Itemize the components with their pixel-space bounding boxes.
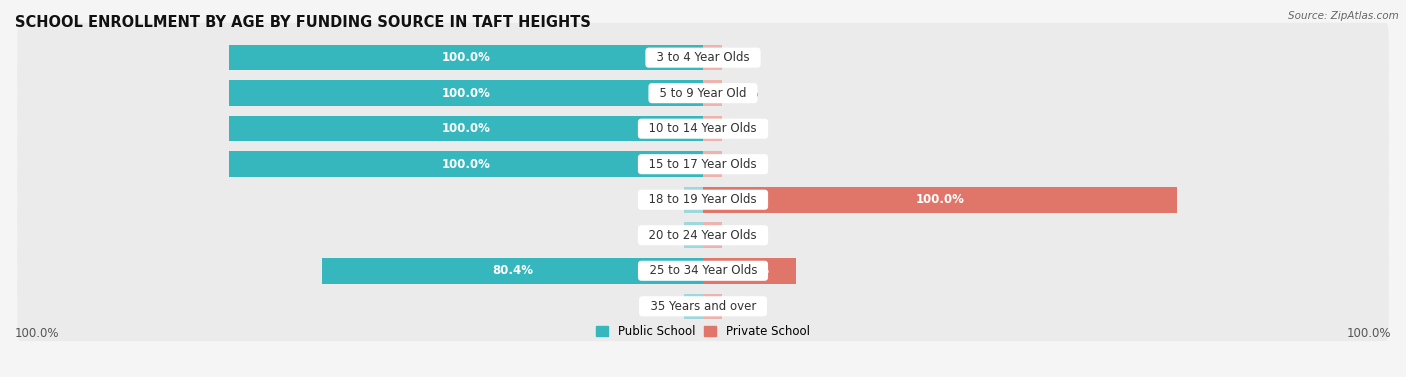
Text: 0.0%: 0.0%: [730, 300, 759, 313]
FancyBboxPatch shape: [17, 129, 1389, 199]
Text: 100.0%: 100.0%: [441, 51, 491, 64]
Text: 0.0%: 0.0%: [647, 229, 676, 242]
Text: 5 to 9 Year Old: 5 to 9 Year Old: [652, 87, 754, 100]
Bar: [685, 187, 703, 213]
Text: 20 to 24 Year Olds: 20 to 24 Year Olds: [641, 229, 765, 242]
Text: 35 Years and over: 35 Years and over: [643, 300, 763, 313]
Text: 0.0%: 0.0%: [647, 193, 676, 206]
Text: 100.0%: 100.0%: [441, 122, 491, 135]
Text: 25 to 34 Year Olds: 25 to 34 Year Olds: [641, 264, 765, 277]
FancyBboxPatch shape: [17, 271, 1389, 341]
Text: 80.4%: 80.4%: [492, 264, 533, 277]
Legend: Public School, Private School: Public School, Private School: [592, 320, 814, 343]
Text: 18 to 19 Year Olds: 18 to 19 Year Olds: [641, 193, 765, 206]
Bar: [703, 222, 721, 248]
Bar: [703, 294, 721, 319]
Bar: [703, 152, 721, 177]
Bar: [703, 45, 721, 70]
FancyBboxPatch shape: [17, 94, 1389, 164]
Bar: [322, 258, 703, 284]
Text: 10 to 14 Year Olds: 10 to 14 Year Olds: [641, 122, 765, 135]
Bar: [229, 152, 703, 177]
Text: 0.0%: 0.0%: [730, 158, 759, 171]
Text: 3 to 4 Year Olds: 3 to 4 Year Olds: [650, 51, 756, 64]
Text: 100.0%: 100.0%: [15, 327, 59, 340]
Text: 0.0%: 0.0%: [730, 229, 759, 242]
Text: 100.0%: 100.0%: [1347, 327, 1391, 340]
FancyBboxPatch shape: [17, 58, 1389, 128]
Text: 100.0%: 100.0%: [441, 158, 491, 171]
Text: 100.0%: 100.0%: [915, 193, 965, 206]
Bar: [703, 116, 721, 141]
Text: 0.0%: 0.0%: [730, 87, 759, 100]
Text: 0.0%: 0.0%: [730, 51, 759, 64]
Bar: [703, 80, 721, 106]
Bar: [685, 294, 703, 319]
Text: SCHOOL ENROLLMENT BY AGE BY FUNDING SOURCE IN TAFT HEIGHTS: SCHOOL ENROLLMENT BY AGE BY FUNDING SOUR…: [15, 15, 591, 30]
Text: Source: ZipAtlas.com: Source: ZipAtlas.com: [1288, 11, 1399, 21]
Bar: [229, 116, 703, 141]
Text: 19.6%: 19.6%: [728, 264, 770, 277]
Text: 0.0%: 0.0%: [647, 300, 676, 313]
Bar: [229, 80, 703, 106]
Text: 15 to 17 Year Olds: 15 to 17 Year Olds: [641, 158, 765, 171]
Bar: [685, 222, 703, 248]
Bar: [703, 258, 796, 284]
FancyBboxPatch shape: [17, 201, 1389, 270]
Bar: [703, 187, 1177, 213]
Text: 100.0%: 100.0%: [441, 87, 491, 100]
Bar: [229, 45, 703, 70]
FancyBboxPatch shape: [17, 23, 1389, 92]
FancyBboxPatch shape: [17, 236, 1389, 306]
FancyBboxPatch shape: [17, 165, 1389, 234]
Text: 0.0%: 0.0%: [730, 122, 759, 135]
